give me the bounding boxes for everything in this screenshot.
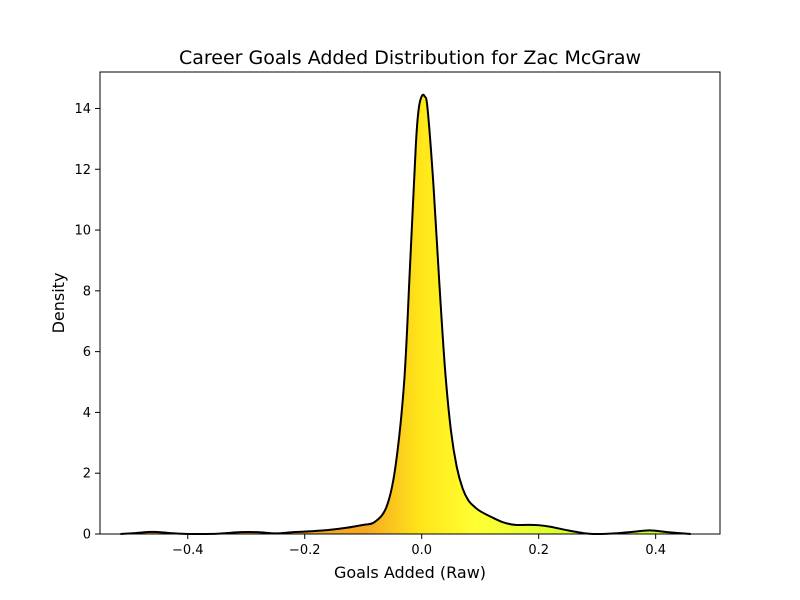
density-curve-line — [120, 93, 691, 536]
y-axis-label: Density — [49, 273, 68, 334]
y-tick-label: 2 — [83, 467, 91, 482]
x-axis-label: Goals Added (Raw) — [334, 563, 486, 582]
y-tick-label: 6 — [83, 345, 91, 360]
plot-area — [120, 93, 691, 536]
x-tick-label: −0.4 — [172, 543, 204, 558]
plot-frame — [99, 71, 721, 535]
y-tick-label: 14 — [74, 102, 91, 117]
x-tick-label: 0.4 — [645, 543, 666, 558]
x-axis-ticks: −0.4 −0.2 0.0 0.2 0.4 — [172, 534, 666, 558]
y-tick-label: 0 — [83, 528, 91, 543]
x-tick-label: 0.0 — [411, 543, 432, 558]
x-tick-label: 0.2 — [528, 543, 549, 558]
x-tick-label: −0.2 — [289, 543, 321, 558]
y-axis-ticks: 0 2 4 6 8 10 12 14 — [74, 102, 100, 543]
y-tick-label: 10 — [74, 224, 91, 239]
chart-title: Career Goals Added Distribution for Zac … — [179, 47, 641, 69]
y-tick-label: 12 — [74, 163, 91, 178]
y-tick-label: 8 — [83, 284, 91, 299]
y-tick-label: 4 — [83, 406, 91, 421]
density-area-fill — [120, 94, 691, 535]
